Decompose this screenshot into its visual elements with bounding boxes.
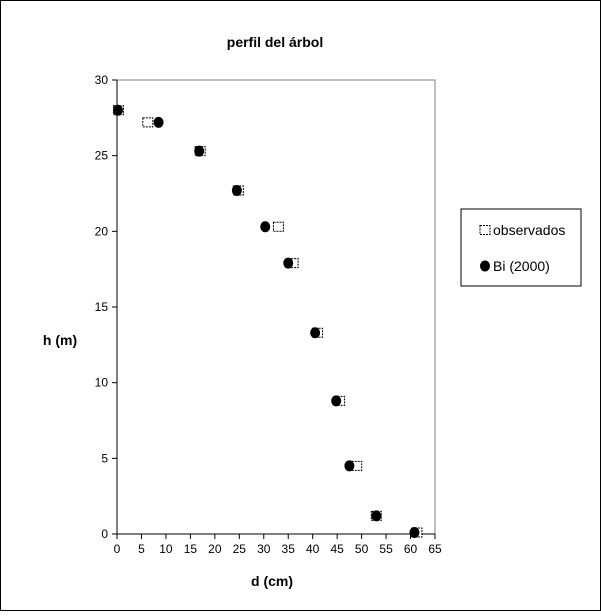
y-tick-label: 0	[101, 527, 108, 541]
y-tick-label: 5	[101, 451, 108, 465]
x-tick-label: 50	[355, 542, 369, 556]
point-filled-circle	[371, 510, 382, 522]
x-tick-label: 45	[330, 542, 344, 556]
x-tick-label: 55	[379, 542, 393, 556]
y-tick-label: 25	[95, 149, 109, 163]
legend-symbol	[479, 225, 491, 235]
x-axis-label: d (cm)	[251, 573, 293, 589]
x-tick-label: 20	[208, 542, 222, 556]
y-ticks: 0 5 10 15 20 25 30	[95, 73, 117, 541]
y-tick-label: 15	[95, 300, 109, 314]
legend-label: observados	[493, 222, 565, 238]
y-tick-label: 30	[95, 73, 109, 87]
legend-symbol	[480, 260, 490, 272]
x-tick-label: 25	[233, 542, 247, 556]
legend-items: observados Bi (2000)	[479, 222, 565, 274]
x-tick-label: 0	[114, 542, 121, 556]
point-filled-circle	[331, 395, 342, 407]
x-tick-label: 60	[404, 542, 418, 556]
legend-label: Bi (2000)	[493, 258, 550, 274]
point-filled-circle	[112, 104, 123, 116]
series-bi-2000	[112, 104, 420, 538]
point-filled-circle	[409, 526, 420, 538]
point-filled-circle	[344, 460, 355, 472]
x-tick-label: 65	[428, 542, 442, 556]
point-filled-circle	[231, 184, 242, 196]
point-filled-circle	[153, 116, 164, 128]
x-tick-label: 40	[306, 542, 320, 556]
x-tick-label: 35	[282, 542, 296, 556]
x-tick-label: 15	[184, 542, 198, 556]
legend: observados Bi (2000)	[460, 208, 582, 287]
x-ticks: 0 5 10 15 20 25 30 35 40 45 50 55 60 65	[114, 534, 442, 556]
x-tick-label: 10	[159, 542, 173, 556]
y-axis-label: h (m)	[43, 332, 77, 348]
point-open-square	[272, 221, 284, 232]
point-open-square	[142, 117, 154, 128]
y-tick-label: 20	[95, 224, 109, 238]
point-filled-circle	[194, 145, 205, 157]
y-tick-label: 10	[95, 376, 109, 390]
point-filled-circle	[310, 327, 321, 339]
point-filled-circle	[283, 257, 294, 269]
x-tick-label: 5	[138, 542, 145, 556]
legend-box	[460, 208, 582, 287]
data-markers	[112, 104, 423, 538]
point-filled-circle	[260, 221, 271, 233]
x-tick-label: 30	[257, 542, 271, 556]
chart-title: perfil del árbol	[227, 34, 323, 50]
